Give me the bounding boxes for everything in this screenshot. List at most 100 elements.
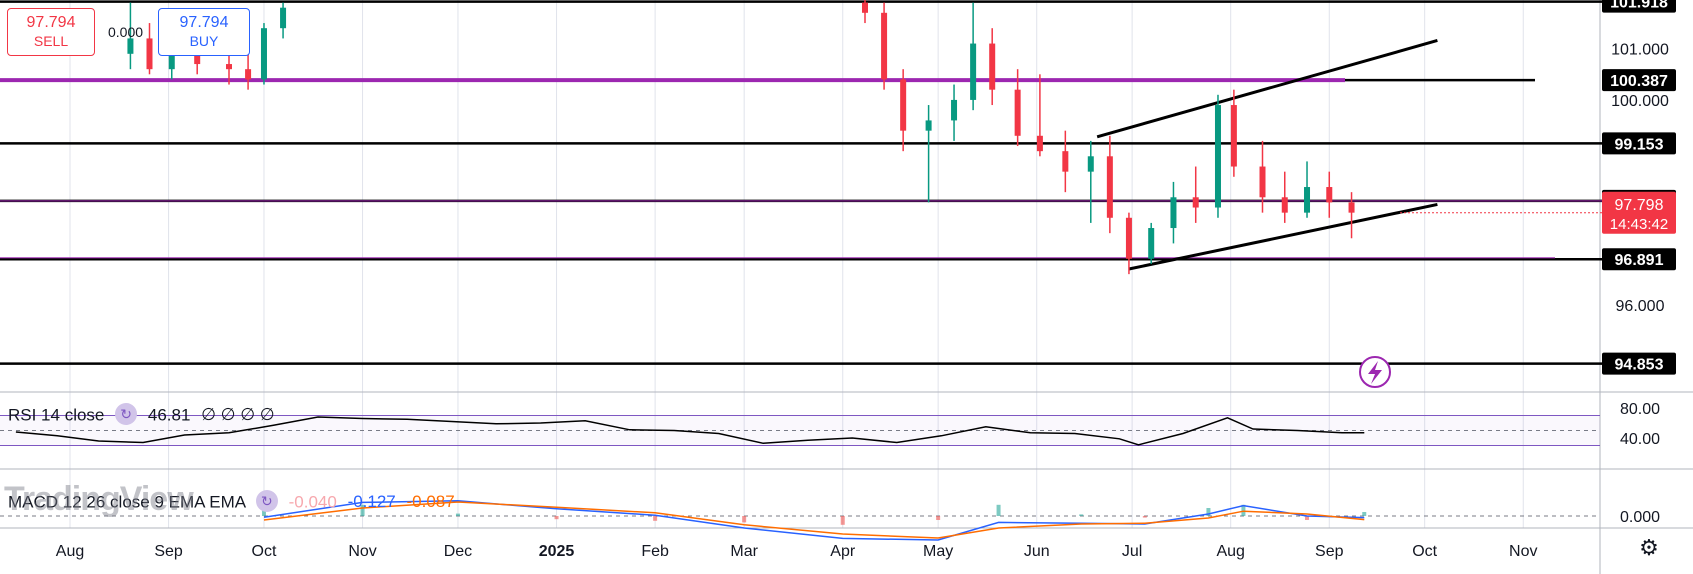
y-tick-label: 101.000 bbox=[1611, 42, 1669, 59]
candle-body bbox=[1170, 197, 1177, 229]
rsi-line bbox=[15, 416, 1365, 446]
candle-body bbox=[194, 53, 201, 65]
candle-body bbox=[900, 79, 907, 131]
alert-icon[interactable] bbox=[1359, 356, 1391, 388]
x-tick-label: Nov bbox=[1509, 543, 1537, 560]
countdown-timer: 14:43:42 bbox=[1610, 216, 1668, 233]
candle-body bbox=[1106, 156, 1113, 218]
level-price-label: 100.387 bbox=[1610, 73, 1668, 90]
macd-histogram-bar bbox=[996, 504, 1001, 516]
current-price-tag bbox=[1602, 191, 1676, 234]
candle-body bbox=[1259, 166, 1266, 198]
macd-histogram-bar bbox=[554, 516, 559, 520]
candle-body bbox=[1087, 156, 1094, 172]
gear-icon[interactable]: ⚙ bbox=[1639, 535, 1659, 560]
x-tick-label: Aug bbox=[56, 543, 84, 560]
candle-body bbox=[1014, 89, 1021, 136]
x-tick-label: Mar bbox=[730, 543, 758, 560]
candle-body bbox=[226, 64, 232, 70]
candle-body bbox=[168, 53, 175, 70]
candle-body bbox=[970, 43, 977, 100]
trendline bbox=[1128, 202, 1438, 271]
trendlines[interactable] bbox=[1096, 39, 1438, 271]
macd-histogram-bar bbox=[1241, 504, 1246, 516]
trendline bbox=[1096, 39, 1438, 139]
x-tick-label: Sep bbox=[1315, 543, 1344, 560]
level-price-tag bbox=[1602, 69, 1676, 92]
level-price-label: 99.153 bbox=[1615, 136, 1664, 153]
buy-button[interactable]: 97.794 BUY bbox=[158, 8, 250, 56]
axes: Aug Sep Oct Nov Dec 2025 Feb Mar Apr May Jun Jul Aug… bbox=[56, 42, 1669, 560]
y-tick-label: 96.000 bbox=[1616, 298, 1665, 315]
rsi-name: RSI 14 close bbox=[8, 405, 105, 425]
macd-histogram-bar bbox=[360, 504, 365, 516]
rsi-pane: 80.00 40.00 bbox=[0, 401, 1660, 448]
x-tick-label: Sep bbox=[154, 543, 183, 560]
macd-histogram-bar bbox=[1079, 514, 1084, 516]
macd-histogram-bar bbox=[653, 516, 658, 521]
macd-histogram-bar bbox=[1305, 516, 1310, 520]
candle-body bbox=[280, 7, 287, 29]
sell-button[interactable]: 97.794 SELL bbox=[7, 8, 95, 56]
rsi-legend[interactable]: RSI 14 close ↻ 46.81 ∅ ∅ ∅ ∅ bbox=[8, 403, 275, 427]
macd-histogram-bar bbox=[742, 516, 747, 523]
candle-body bbox=[1304, 187, 1311, 213]
signal-line bbox=[263, 501, 1365, 539]
level-price-tag bbox=[1602, 132, 1676, 155]
macd-histogram-bar bbox=[1142, 516, 1147, 518]
candle-body bbox=[1125, 217, 1132, 259]
x-tick-label: Nov bbox=[348, 543, 376, 560]
macd-histogram-bar bbox=[936, 516, 941, 520]
rsi-value: 46.81 bbox=[147, 405, 191, 425]
y-tick-label: 100.000 bbox=[1611, 93, 1669, 110]
level-price-tag bbox=[1602, 352, 1676, 375]
candle-body bbox=[881, 12, 888, 80]
macd-legend[interactable]: MACD 12 26 close 9 EMA EMA ↻ -0.040 -0.1… bbox=[8, 490, 455, 514]
x-tick-label: May bbox=[923, 543, 953, 560]
macd-histogram-bar bbox=[840, 516, 845, 525]
x-tick-label: Aug bbox=[1216, 543, 1244, 560]
level-price-label: 96.891 bbox=[1615, 252, 1664, 269]
sell-price: 97.794 bbox=[26, 14, 76, 31]
x-tick-label: Oct bbox=[252, 543, 277, 560]
macd-name: MACD 12 26 close 9 EMA EMA bbox=[8, 492, 246, 512]
candles: 97.798 14:43:42 bbox=[127, 0, 1676, 275]
candle-body bbox=[1281, 197, 1288, 213]
candle-body bbox=[862, 2, 868, 13]
x-tick-label: Dec bbox=[444, 543, 472, 560]
rsi-tick-label: 40.00 bbox=[1620, 431, 1660, 448]
candle-body bbox=[1214, 105, 1221, 208]
refresh-icon[interactable]: ↻ bbox=[255, 490, 278, 512]
macd-histogram-bar bbox=[261, 510, 266, 516]
candle-body bbox=[1348, 202, 1355, 213]
x-tick-label: Jul bbox=[1122, 543, 1142, 560]
candle-body bbox=[127, 38, 134, 54]
watermark-logo: TradingView bbox=[4, 480, 194, 518]
refresh-icon[interactable]: ↻ bbox=[115, 403, 138, 425]
candle-body bbox=[951, 99, 958, 121]
x-tick-label: Oct bbox=[1412, 543, 1437, 560]
candle-body bbox=[925, 120, 932, 131]
macd-tick-label: 0.000 bbox=[1620, 509, 1660, 526]
candle-body bbox=[260, 28, 267, 80]
candle-body bbox=[1230, 105, 1237, 167]
macd-value-signal: -0.087 bbox=[406, 492, 455, 512]
candle-body bbox=[1036, 135, 1043, 152]
macd-histogram-bar bbox=[1362, 512, 1367, 516]
buy-label: BUY bbox=[189, 33, 219, 49]
spread-value: 0.000 bbox=[108, 24, 144, 40]
level-price-label: 94.853 bbox=[1615, 357, 1664, 374]
candle-body bbox=[245, 69, 252, 80]
macd-value-hist: -0.040 bbox=[288, 492, 337, 512]
level-price-label: 101.918 bbox=[1610, 0, 1668, 12]
level-price-tag bbox=[1602, 0, 1676, 13]
candle-body bbox=[1192, 197, 1199, 208]
current-price-label: 97.798 bbox=[1615, 197, 1664, 214]
candle-body bbox=[1148, 228, 1155, 259]
sell-label: SELL bbox=[33, 33, 69, 49]
level-price-tag bbox=[1602, 248, 1676, 271]
x-tick-label: 2025 bbox=[539, 543, 575, 560]
candle-body bbox=[146, 38, 153, 70]
